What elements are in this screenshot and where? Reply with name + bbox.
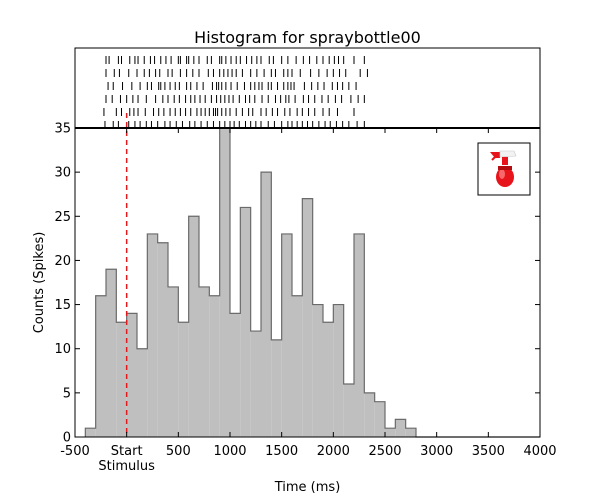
- histogram-bar: [126, 313, 137, 437]
- histogram-bar: [385, 428, 396, 437]
- chart-title: Histogram for spraybottle00: [194, 28, 421, 47]
- histogram-bar: [292, 295, 303, 437]
- x-tick-label: 4000: [523, 444, 556, 459]
- x-tick-label: Start: [111, 444, 143, 459]
- histogram-bar: [188, 216, 199, 437]
- histogram-bar: [271, 339, 282, 437]
- histogram-outline: [84, 127, 540, 438]
- histogram-bar: [302, 198, 313, 437]
- x-tick-label: 3000: [420, 444, 453, 459]
- x-axis-label: Time (ms): [274, 480, 341, 495]
- histogram-bar: [178, 322, 189, 437]
- histogram-bar: [157, 242, 168, 437]
- x-tick-label: 2000: [317, 444, 350, 459]
- x-tick-label: 1500: [265, 444, 298, 459]
- histogram-bar: [364, 392, 375, 437]
- histogram-panel: -500 Start 500 1000 1500 2000 2500 3000 3500 4000…: [32, 113, 557, 495]
- histogram-bar: [168, 286, 179, 437]
- y-tick-label: 30: [54, 166, 71, 181]
- histogram-bar: [230, 313, 241, 437]
- histogram-bar: [281, 233, 292, 437]
- y-axis-ticks: 0 5 10 15 20 25 30 35: [54, 122, 540, 446]
- histogram-bars: [85, 128, 416, 437]
- histogram-bar: [199, 286, 210, 437]
- histogram-bar: [116, 322, 127, 437]
- x-axis-ticks: -500 Start 500 1000 1500 2000 2500 3000 3500 4000: [60, 128, 557, 459]
- x-tick-label: 500: [166, 444, 191, 459]
- x-tick-label: 2500: [368, 444, 401, 459]
- x-tick-label: 1000: [213, 444, 246, 459]
- x-tick-label: 3500: [472, 444, 505, 459]
- histogram-bar: [240, 207, 251, 437]
- x-tick-label: -500: [60, 444, 90, 459]
- y-tick-label: 10: [54, 342, 71, 357]
- histogram-bar: [261, 172, 272, 437]
- y-tick-label: 0: [63, 431, 71, 446]
- histogram-bar: [147, 233, 158, 437]
- legend: [477, 142, 531, 196]
- y-tick-label: 5: [63, 386, 71, 401]
- histogram-bar: [354, 233, 365, 437]
- histogram-bar: [405, 428, 416, 437]
- raster-panel-frame: [74, 47, 541, 129]
- raster-ticks: [103, 56, 368, 129]
- spray-bottle-icon: [490, 150, 517, 187]
- y-tick-label: 15: [54, 298, 71, 313]
- raster-panel: [74, 47, 541, 129]
- histogram-bar: [333, 304, 344, 437]
- histogram-bar: [374, 401, 385, 437]
- y-tick-label: 35: [54, 122, 71, 137]
- histogram-bar: [312, 304, 323, 437]
- y-axis-label: Counts (Spikes): [32, 232, 47, 334]
- histogram-bar: [323, 322, 334, 437]
- y-tick-label: 25: [54, 210, 71, 225]
- histogram-bar: [95, 295, 106, 437]
- stimulus-label: Stimulus: [98, 459, 155, 474]
- y-tick-label: 20: [54, 254, 71, 269]
- histogram-bar: [137, 348, 148, 437]
- histogram-bar: [209, 295, 220, 437]
- histogram-bar: [219, 128, 230, 437]
- histogram-bar: [85, 428, 96, 437]
- histogram-bar: [250, 331, 261, 437]
- histogram-bar: [343, 384, 354, 437]
- histogram-bar: [106, 269, 117, 437]
- histogram-bar: [395, 419, 406, 437]
